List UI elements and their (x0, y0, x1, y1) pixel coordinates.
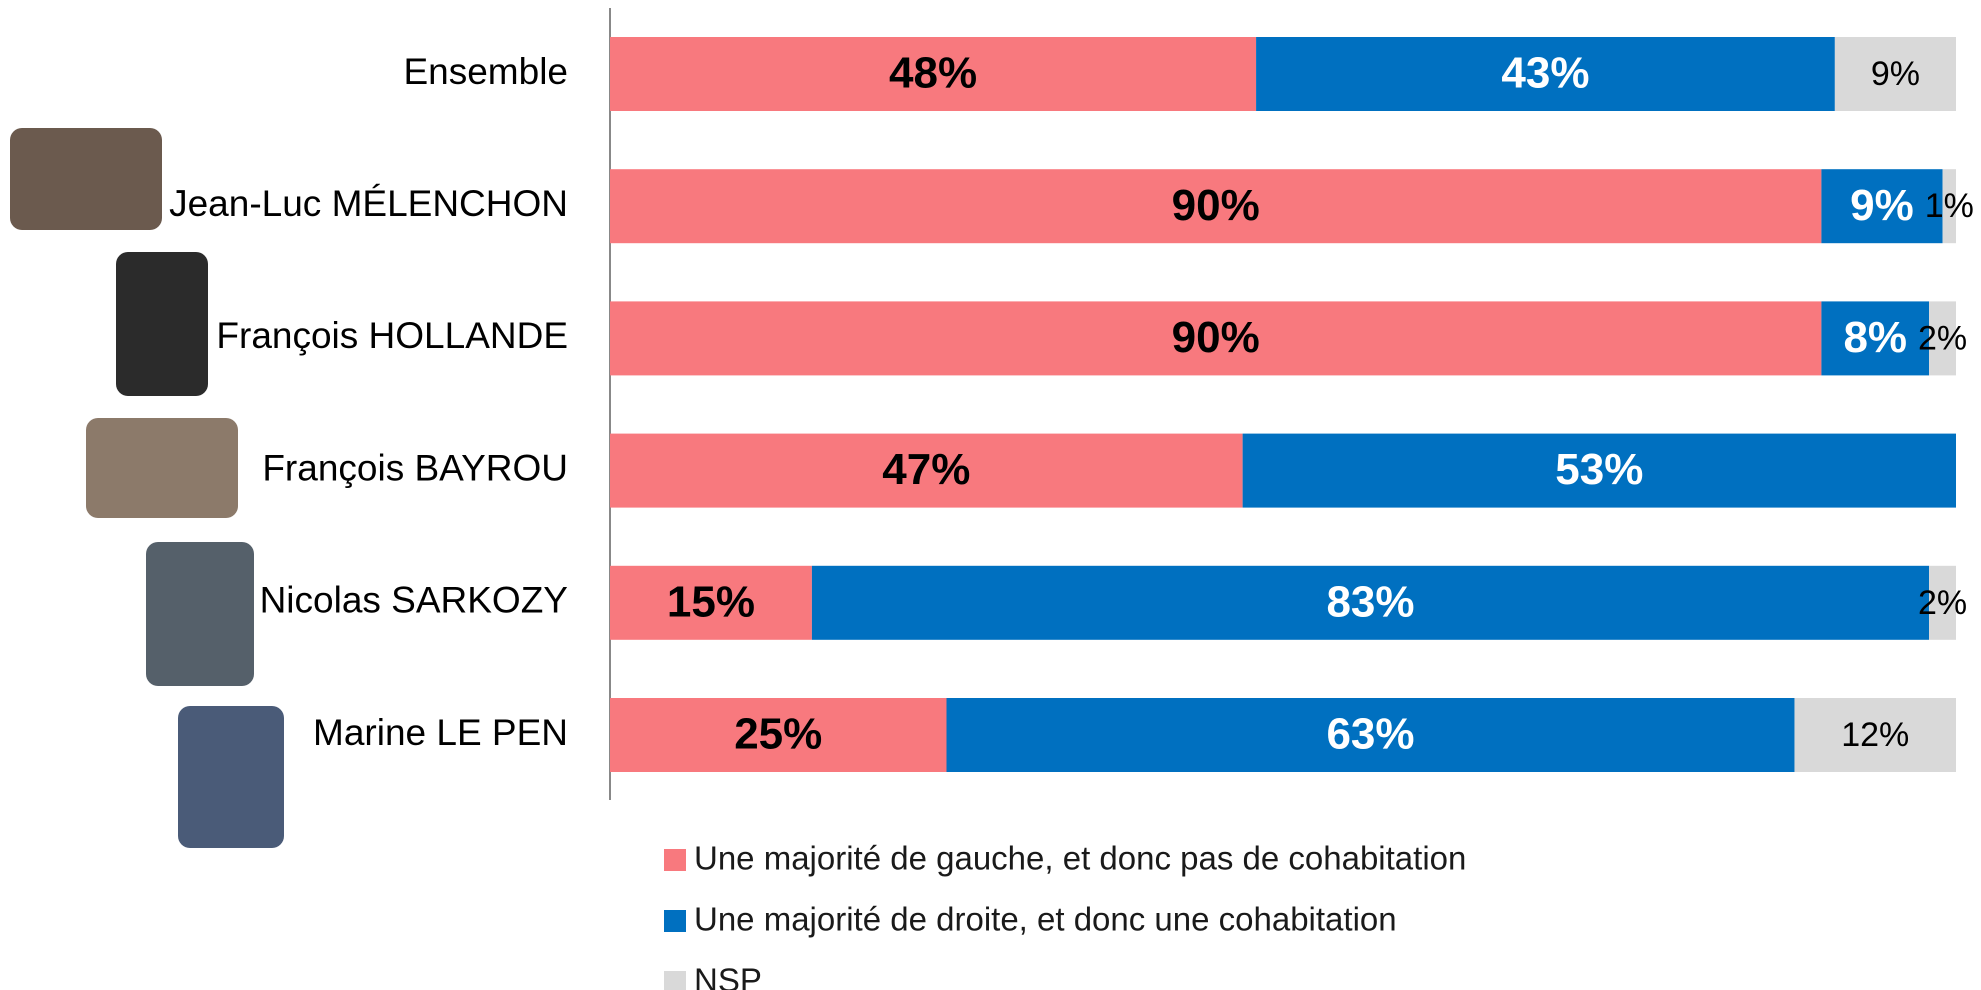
value-label: 9% (1871, 55, 1920, 93)
legend-label: Une majorité de gauche, et donc pas de c… (694, 840, 1466, 877)
value-label: 48% (889, 49, 977, 98)
legend-swatch (664, 971, 686, 990)
legend-swatch (664, 849, 686, 871)
photo (178, 706, 284, 848)
value-label: 63% (1326, 710, 1414, 759)
legend-swatch (664, 910, 686, 932)
value-label: 1% (1925, 187, 1974, 225)
photo (10, 128, 162, 230)
photos (10, 128, 284, 848)
legend-label: NSP (694, 962, 762, 990)
value-label: 15% (667, 577, 755, 626)
legend-label: Une majorité de droite, et donc une coha… (694, 901, 1397, 938)
photo (116, 252, 208, 396)
category-label: Marine LE PEN (313, 712, 568, 753)
value-label: 53% (1555, 445, 1643, 494)
category-label: Jean-Luc MÉLENCHON (169, 183, 568, 224)
category-label: François HOLLANDE (216, 315, 568, 356)
value-label: 2% (1918, 319, 1967, 357)
value-label: 9% (1850, 181, 1914, 230)
value-label: 25% (734, 710, 822, 759)
value-label: 90% (1172, 313, 1260, 362)
value-label: 43% (1501, 49, 1589, 98)
value-label: 2% (1918, 584, 1967, 622)
value-label: 83% (1326, 577, 1414, 626)
photo (86, 418, 238, 518)
category-label: Nicolas SARKOZY (260, 580, 568, 621)
photo (146, 542, 254, 686)
value-label: 8% (1843, 313, 1907, 362)
chart: Ensemble 48% 43% 9% Jean-Luc MÉLENCHON 90% 9% 1… (0, 0, 1981, 990)
value-label: 12% (1841, 716, 1909, 754)
value-label: 47% (882, 445, 970, 494)
value-label: 90% (1172, 181, 1260, 230)
category-label: Ensemble (403, 51, 568, 92)
category-label: François BAYROU (262, 447, 568, 488)
